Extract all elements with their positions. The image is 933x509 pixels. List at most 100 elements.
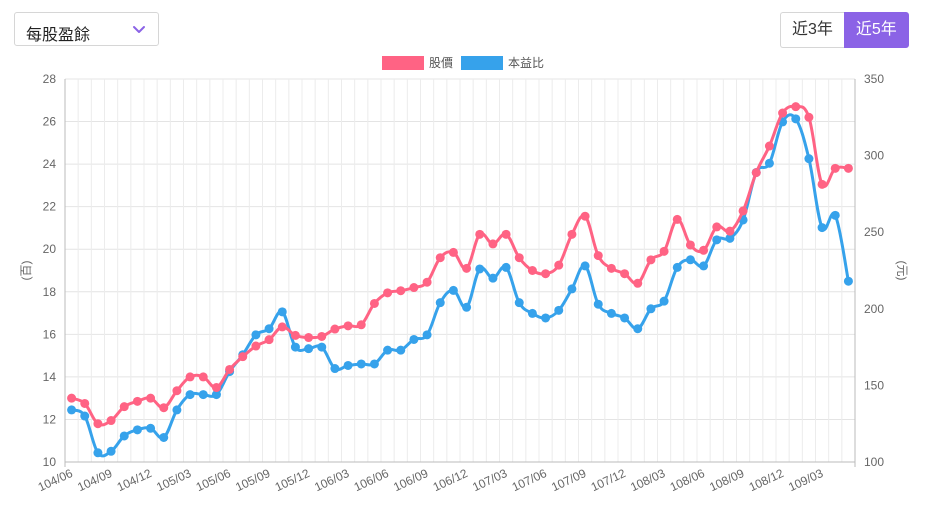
right-tick-label: 350 [864, 72, 884, 86]
x-tick-label: 104/12 [115, 466, 154, 494]
data-point-pe [843, 276, 853, 286]
data-point-pe [343, 360, 353, 370]
data-point-price [554, 260, 564, 270]
range-3y-button[interactable]: 近3年 [780, 12, 844, 48]
data-point-price [633, 278, 643, 288]
data-point-price [290, 330, 300, 340]
data-point-pe [132, 425, 142, 435]
data-point-price [277, 322, 287, 332]
x-tick-label: 107/09 [549, 466, 588, 494]
data-point-pe [264, 324, 274, 334]
data-point-pe [251, 330, 261, 340]
legend-label-pe: 本益比 [508, 56, 544, 70]
left-axis-title: (百) [19, 261, 33, 281]
data-point-price [264, 335, 274, 345]
data-point-price [396, 286, 406, 296]
data-point-price [80, 398, 90, 408]
data-point-price [119, 402, 129, 412]
data-point-price [238, 352, 248, 362]
data-point-pe [817, 223, 827, 233]
data-point-pe [791, 114, 801, 124]
data-point-pe [699, 261, 709, 271]
x-tick-label: 104/06 [36, 466, 75, 494]
left-tick-label: 18 [43, 285, 57, 299]
legend-swatch-price [382, 56, 424, 70]
data-point-pe [725, 233, 735, 243]
legend-label-price: 股價 [429, 56, 453, 70]
data-point-pe [488, 273, 498, 283]
data-point-pe [620, 313, 630, 323]
right-tick-label: 100 [864, 455, 884, 469]
left-tick-label: 12 [43, 412, 57, 426]
data-point-price [93, 419, 103, 429]
data-point-price [541, 269, 551, 279]
data-point-price [343, 321, 353, 331]
data-point-price [185, 372, 195, 382]
x-tick-label: 105/12 [273, 466, 312, 494]
left-tick-label: 24 [43, 157, 57, 171]
data-point-pe [119, 431, 129, 441]
data-point-price [699, 245, 709, 255]
data-point-price [764, 141, 774, 151]
data-point-price [778, 108, 788, 118]
data-point-pe [185, 390, 195, 400]
data-point-pe [330, 364, 340, 374]
x-tick-label: 108/03 [628, 466, 667, 494]
data-point-pe [606, 308, 616, 318]
data-point-price [409, 283, 419, 293]
data-point-pe [593, 299, 603, 309]
data-point-price [383, 288, 393, 298]
range-toggle: 近3年 近5年 [780, 12, 909, 48]
data-point-pe [448, 285, 458, 295]
data-point-pe [685, 255, 695, 265]
data-point-pe [567, 284, 577, 294]
data-point-price [106, 416, 116, 426]
data-point-price [475, 229, 485, 239]
data-point-pe [356, 359, 366, 369]
metric-select-value: 每股盈餘 [26, 27, 91, 44]
x-tick-label: 106/06 [352, 466, 391, 494]
chevron-down-icon [133, 26, 145, 33]
range-5y-button[interactable]: 近5年 [843, 12, 909, 48]
data-point-price [435, 253, 445, 263]
data-point-pe [462, 302, 472, 312]
data-point-pe [541, 313, 551, 323]
data-point-price [198, 372, 208, 382]
x-tick-label: 105/06 [194, 466, 233, 494]
x-tick-label: 106/09 [391, 466, 430, 494]
legend-swatch-pe [461, 56, 503, 70]
data-point-pe [396, 345, 406, 355]
data-point-price [751, 168, 761, 178]
data-point-pe [712, 235, 722, 245]
data-point-price [725, 226, 735, 236]
data-point-pe [369, 359, 379, 369]
x-tick-label: 105/09 [233, 466, 272, 494]
data-point-price [672, 214, 682, 224]
data-point-price [646, 255, 656, 265]
data-point-pe [646, 304, 656, 314]
data-point-pe [198, 390, 208, 400]
data-point-pe [633, 324, 643, 334]
metric-select[interactable]: 每股盈餘 [14, 12, 159, 46]
data-point-price [514, 253, 524, 263]
data-point-price [211, 383, 221, 393]
x-tick-label: 107/03 [470, 466, 509, 494]
data-point-price [67, 393, 77, 403]
data-point-pe [317, 342, 327, 352]
x-tick-label: 107/12 [589, 466, 628, 494]
x-tick-label: 109/03 [786, 466, 825, 494]
data-point-price [830, 163, 840, 173]
data-point-price [304, 333, 314, 343]
data-point-price [738, 206, 748, 216]
x-tick-label: 108/06 [668, 466, 707, 494]
x-tick-label: 107/06 [510, 466, 549, 494]
data-point-price [422, 277, 432, 287]
data-point-price [527, 266, 537, 275]
x-tick-label: 104/09 [75, 466, 114, 494]
data-point-pe [804, 154, 814, 164]
data-point-pe [554, 305, 564, 315]
data-point-price [804, 112, 814, 122]
data-point-price [330, 324, 340, 334]
data-point-price [580, 211, 590, 221]
